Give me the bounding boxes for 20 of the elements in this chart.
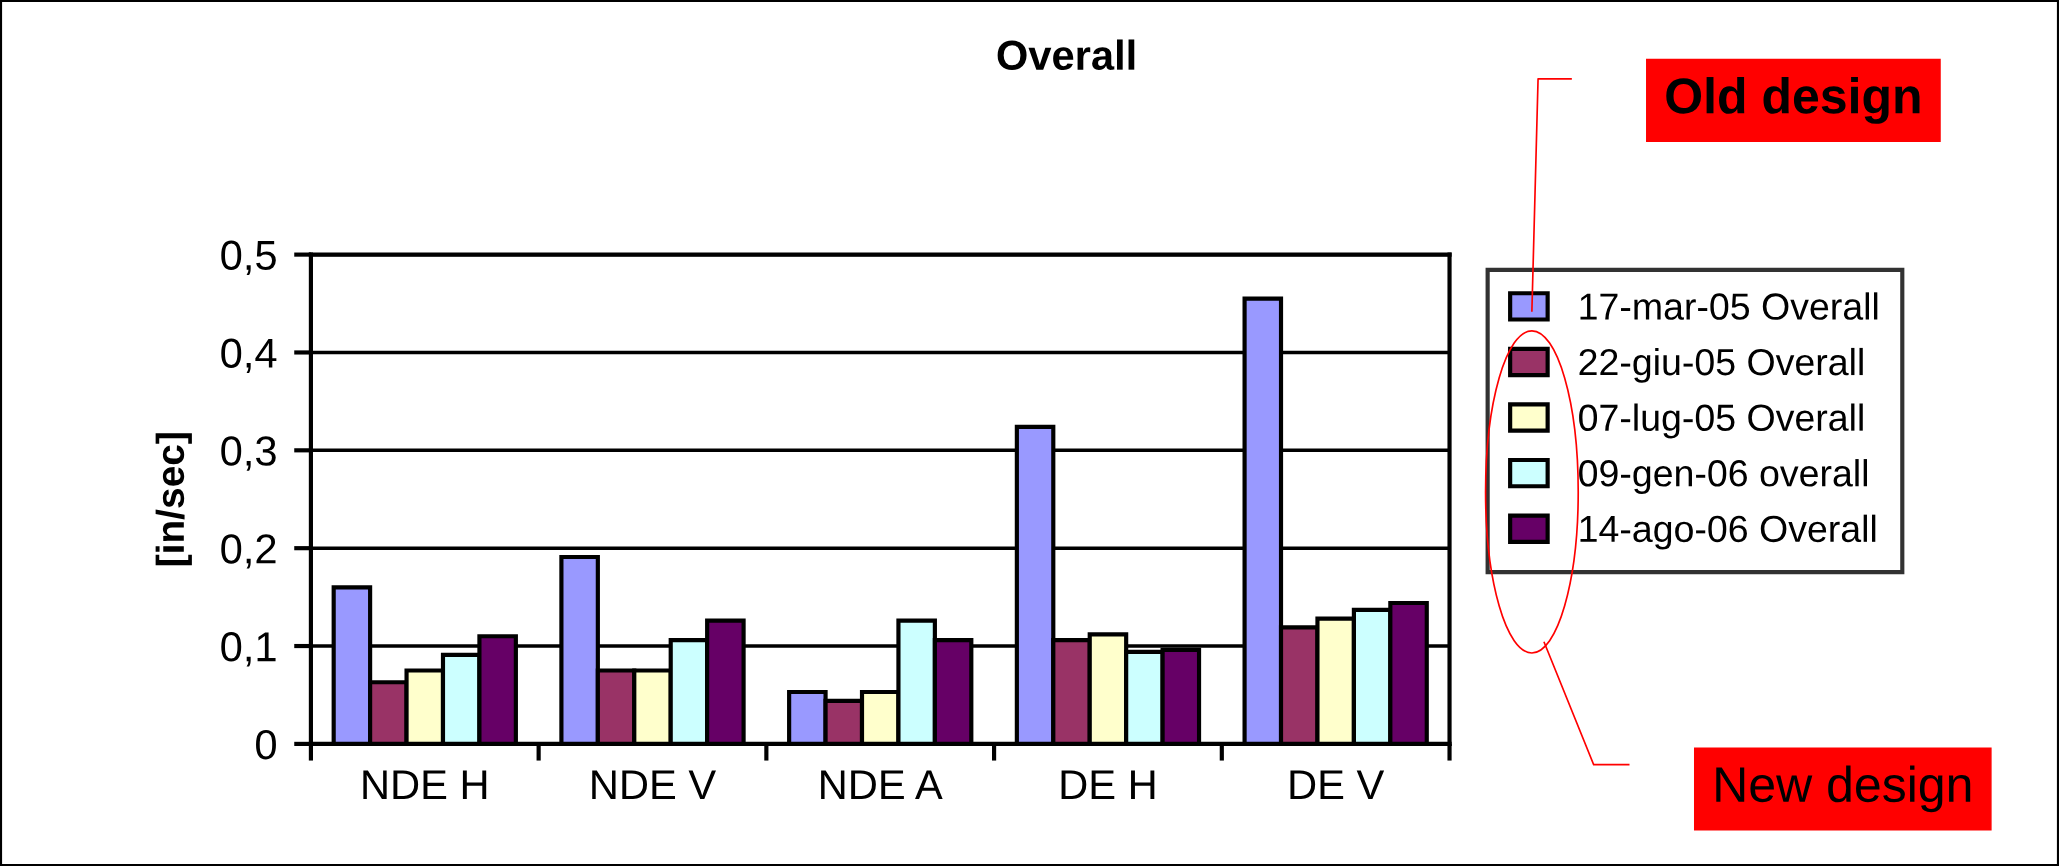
- y-tick-label: 0: [256, 729, 276, 760]
- x-tick-label: NDE H: [363, 770, 487, 800]
- legend-label: 17-mar-05 Overall: [1580, 292, 1878, 320]
- text: Old design: [1666, 77, 1920, 124]
- x-tick-label: DE H: [1061, 770, 1155, 800]
- y-tick-label: 0,1: [221, 632, 276, 667]
- y-tick-label: 0,2: [221, 534, 276, 569]
- legend-label: 07-lug-05 Overall: [1579, 403, 1863, 439]
- y-tick-label: 0,5: [221, 240, 276, 276]
- y-axis-title: [in/sec]: [155, 433, 192, 566]
- x-tick-label: NDE A: [821, 770, 943, 800]
- legend-label: 22-giu-05 Overall: [1579, 347, 1863, 383]
- x-tick-label: NDE V: [592, 770, 716, 800]
- chart-title: Overall: [997, 39, 1135, 71]
- y-tick-label: 0,3: [221, 436, 276, 471]
- legend-label: 14-ago-06 Overall: [1580, 514, 1876, 550]
- x-tick-label: DE V: [1290, 770, 1385, 800]
- y-tick-label: 0,4: [221, 338, 277, 373]
- legend-label: 09-gen-06 overall: [1579, 459, 1867, 495]
- text: New design: [1716, 765, 1971, 813]
